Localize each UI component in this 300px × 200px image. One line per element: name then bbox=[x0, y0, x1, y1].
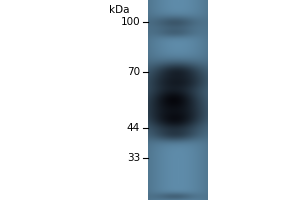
Text: kDa: kDa bbox=[110, 5, 130, 15]
Text: 33: 33 bbox=[127, 153, 140, 163]
Text: 100: 100 bbox=[120, 17, 140, 27]
Text: 44: 44 bbox=[127, 123, 140, 133]
Text: 70: 70 bbox=[127, 67, 140, 77]
